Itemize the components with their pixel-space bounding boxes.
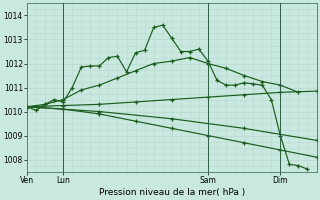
X-axis label: Pression niveau de la mer( hPa ): Pression niveau de la mer( hPa ): [99, 188, 245, 197]
